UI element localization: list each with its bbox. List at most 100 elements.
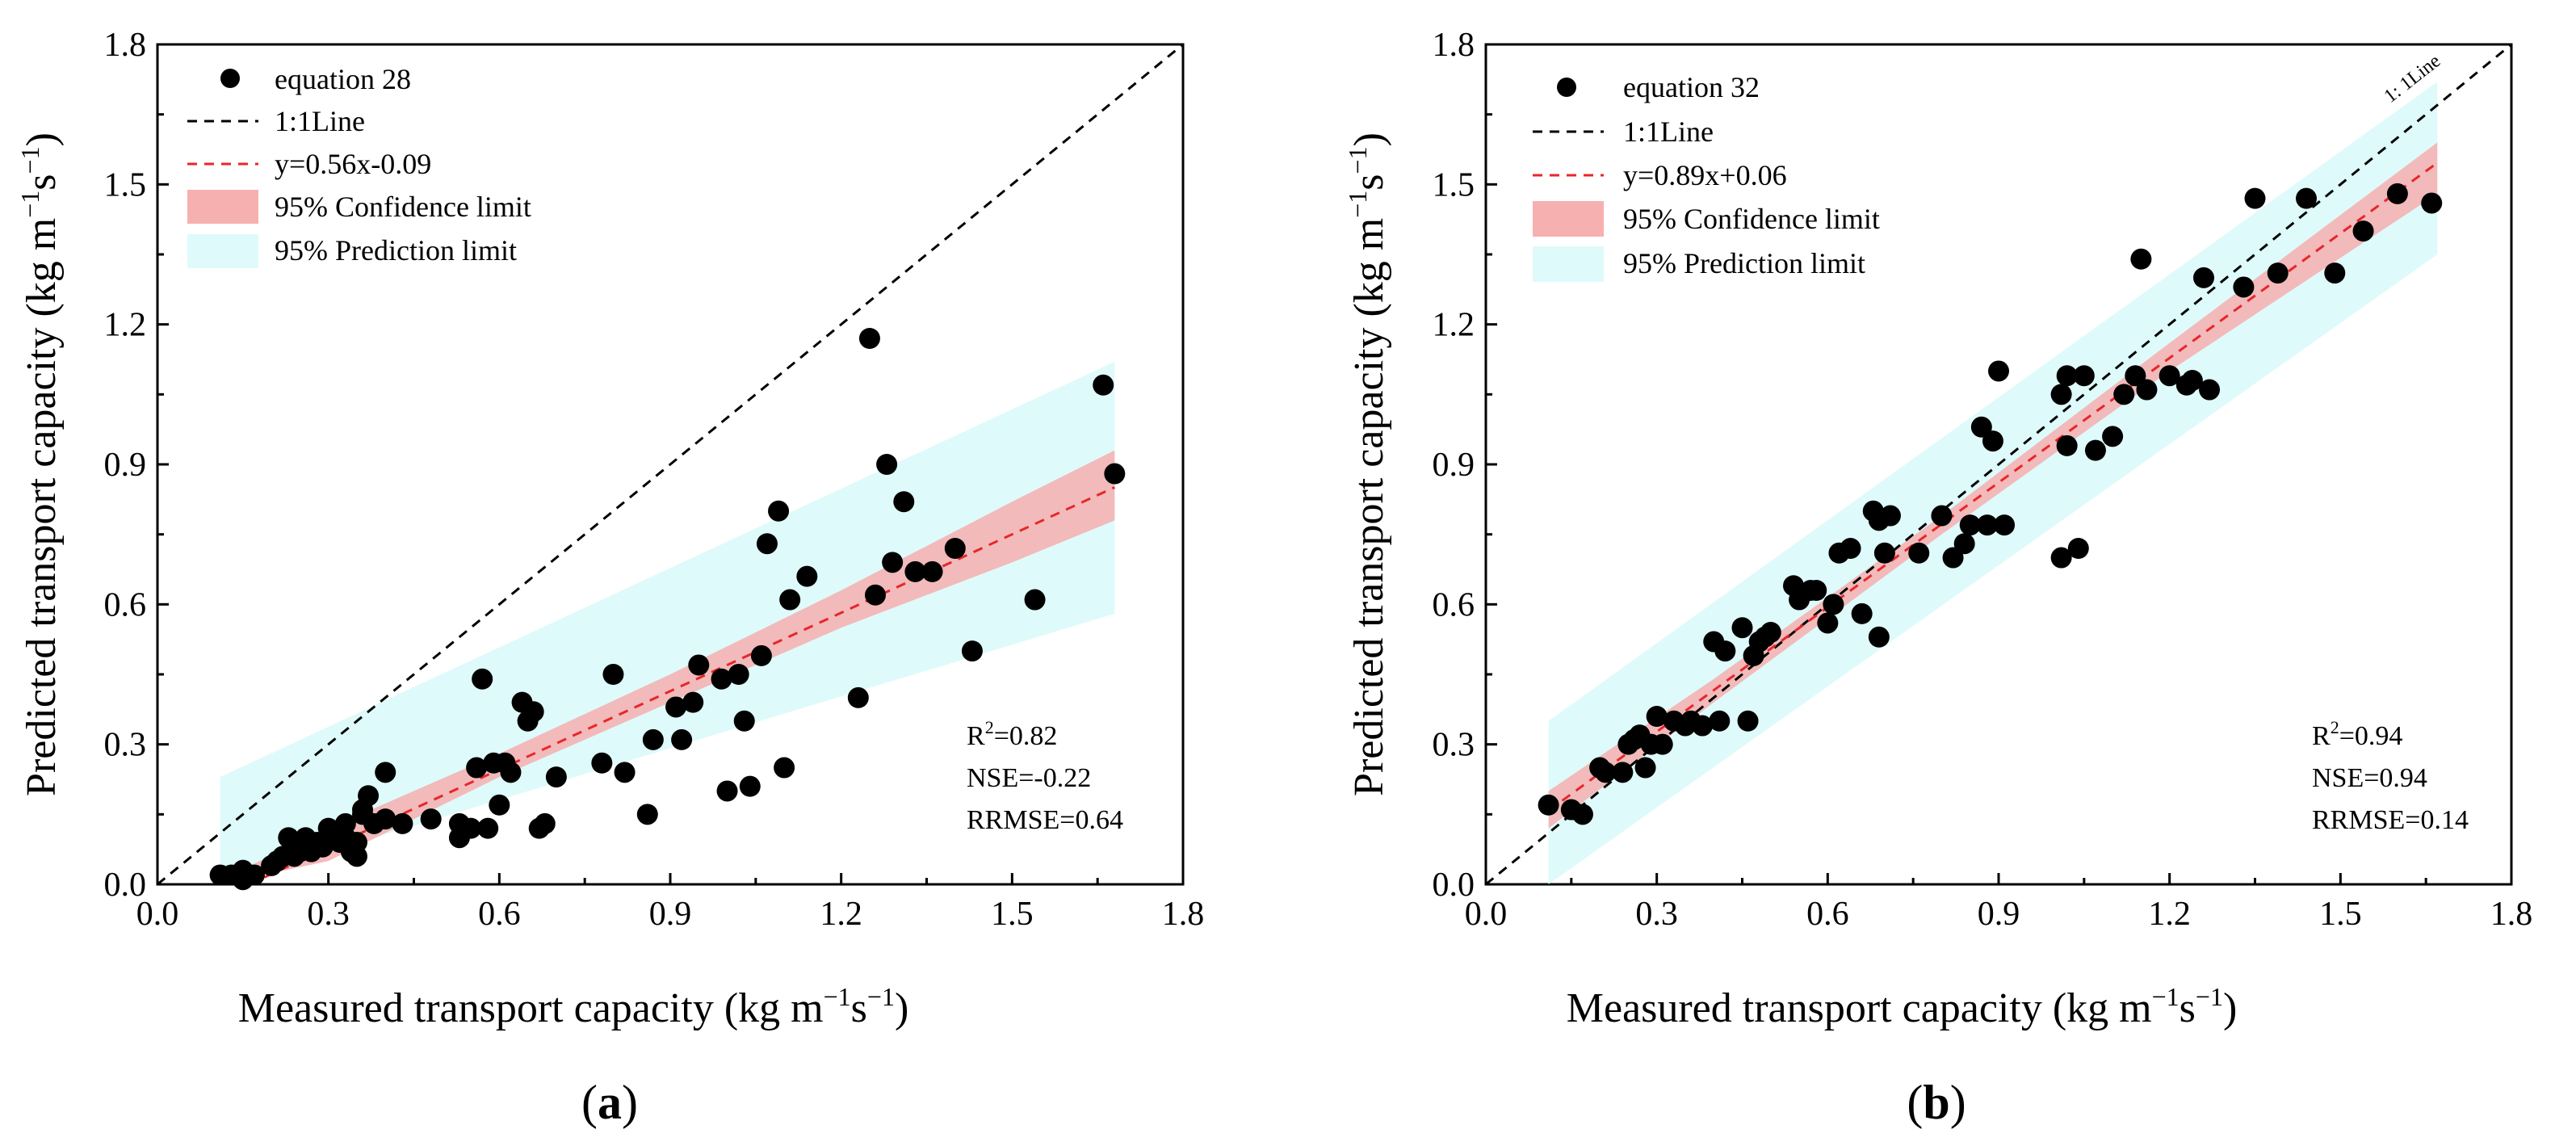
- data-point-a: [733, 710, 755, 732]
- data-point-a: [500, 762, 522, 783]
- data-point-b: [2199, 379, 2221, 401]
- data-point-b: [1538, 794, 1559, 816]
- data-point-a: [876, 454, 898, 475]
- legend-prediction-label-b: 95% Prediction limit: [1623, 247, 1865, 279]
- y-tick-label-b: 0.6: [1433, 586, 1475, 623]
- stat-r2-b: R2=0.94: [2312, 717, 2402, 751]
- stat-rrmse-a: RRMSE=0.64: [967, 805, 1123, 835]
- data-point-b: [2056, 434, 2078, 456]
- data-point-a: [602, 664, 624, 685]
- data-point-b: [1646, 706, 1668, 727]
- data-point-a: [682, 691, 704, 713]
- data-point-a: [921, 560, 943, 582]
- data-point-a: [893, 491, 915, 513]
- scatter-points-layer-b: [1538, 183, 2443, 825]
- data-point-b: [1571, 804, 1593, 825]
- data-point-a: [665, 696, 687, 718]
- x-tick-label-a: 0.6: [478, 896, 521, 933]
- legend-prediction-label-a: 95% Prediction limit: [275, 234, 517, 267]
- data-point-a: [768, 500, 790, 522]
- data-point-b: [2181, 370, 2203, 391]
- data-point-b: [2125, 365, 2146, 387]
- data-point-b: [1908, 542, 1930, 564]
- data-point-a: [1093, 374, 1114, 396]
- data-point-b: [1873, 542, 1895, 564]
- data-point-b: [2386, 183, 2408, 204]
- data-point-b: [2324, 262, 2346, 284]
- data-point-a: [472, 668, 493, 690]
- data-point-a: [858, 328, 880, 349]
- data-point-b: [1988, 360, 2009, 382]
- x-tick-label-b: 0.6: [1806, 896, 1849, 933]
- data-point-a: [642, 728, 664, 750]
- data-point-a: [688, 654, 710, 676]
- data-point-b: [2050, 547, 2072, 569]
- data-point-a: [1024, 589, 1046, 611]
- legend-fit-label-b: y=0.89x+0.06: [1623, 159, 1787, 191]
- data-point-a: [711, 668, 732, 690]
- data-point-b: [2073, 365, 2095, 387]
- data-point-a: [728, 664, 749, 685]
- data-point-b: [2102, 426, 2124, 447]
- data-point-a: [904, 560, 926, 582]
- data-point-b: [2159, 365, 2180, 387]
- data-point-b: [1868, 626, 1890, 648]
- x-axis-title-a: Measured transport capacity (kg m−1s−1): [238, 982, 909, 1031]
- x-tick-label-a: 1.8: [1162, 896, 1205, 933]
- axis-ticks-layer-b: 0.0 0.3 0.6 0.9 1.2 1.5 1.8 0.0 0.3 0.6 0.9 1.2 1.5 1…: [1433, 27, 2533, 933]
- data-point-b: [1851, 602, 1873, 624]
- data-point-a: [1104, 463, 1126, 485]
- data-point-b: [1595, 762, 1617, 783]
- fit-line-b: [1547, 162, 2439, 812]
- x-tick-label-a: 0.0: [136, 896, 179, 933]
- data-point-a: [796, 565, 818, 587]
- data-point-a: [671, 728, 693, 750]
- data-point-b: [2136, 379, 2158, 401]
- data-point-a: [392, 812, 413, 834]
- data-point-b: [1840, 538, 1861, 559]
- y-tick-label-a: 1.2: [104, 307, 147, 344]
- stats-annotation-b: R2=0.94 NSE=0.94 RRMSE=0.14: [2312, 717, 2469, 835]
- x-axis-title-b: Measured transport capacity (kg m−1s−1): [1567, 982, 2238, 1031]
- y-axis-title-a: Predicted transport capacity (kg m−1s−1): [15, 132, 65, 796]
- data-point-a: [329, 822, 350, 844]
- y-tick-label-a: 0.3: [104, 727, 147, 764]
- data-point-a: [278, 827, 300, 849]
- data-point-b: [2130, 248, 2152, 270]
- data-point-a: [466, 757, 488, 779]
- data-point-b: [1817, 612, 1839, 634]
- legend-confidence-label-a: 95% Confidence limit: [275, 191, 531, 223]
- data-point-b: [1982, 430, 2003, 452]
- y-tick-label-b: 0.0: [1433, 867, 1475, 904]
- data-point-b: [1823, 594, 1844, 615]
- data-point-b: [1806, 580, 1827, 601]
- legend-confidence-swatch-b: [1533, 201, 1604, 237]
- legend-prediction-swatch-a: [187, 234, 258, 268]
- stats-annotation-a: R2=0.82 NSE=-0.22 RRMSE=0.64: [967, 717, 1123, 835]
- x-tick-label-b: 1.5: [2319, 896, 2362, 933]
- legend-confidence-label-b: 95% Confidence limit: [1623, 203, 1880, 235]
- data-point-b: [1714, 640, 1736, 662]
- x-tick-label-a: 1.5: [991, 896, 1034, 933]
- one-to-one-line-a: [157, 43, 1184, 886]
- x-tick-label-a: 0.3: [307, 896, 350, 933]
- data-point-a: [636, 804, 658, 825]
- legend-scatter-marker-b: [1557, 78, 1576, 97]
- data-point-a: [375, 762, 396, 783]
- stat-r2-a: R2=0.82: [967, 717, 1057, 751]
- data-point-b: [2056, 365, 2078, 387]
- chart-panel-a: 0.0 0.3 0.6 0.9 1.2 1.5 1.8 0.0 0.3 0.6 0.9 1.2 1.5 1…: [15, 27, 1204, 1129]
- y-axis-title-b: Predicted transport capacity (kg m−1s−1): [1343, 132, 1392, 796]
- legend-prediction-swatch-b: [1533, 246, 1604, 282]
- stat-nse-a: NSE=-0.22: [967, 763, 1091, 793]
- y-tick-label-a: 1.5: [104, 166, 147, 204]
- data-point-a: [750, 644, 772, 666]
- data-point-b: [1760, 622, 1781, 643]
- data-point-b: [1976, 514, 1998, 536]
- data-point-b: [1994, 514, 2016, 536]
- data-point-a: [460, 817, 482, 839]
- data-point-a: [739, 775, 761, 797]
- data-point-b: [2267, 262, 2289, 284]
- data-point-a: [944, 538, 966, 559]
- x-tick-label-a: 1.2: [820, 896, 862, 933]
